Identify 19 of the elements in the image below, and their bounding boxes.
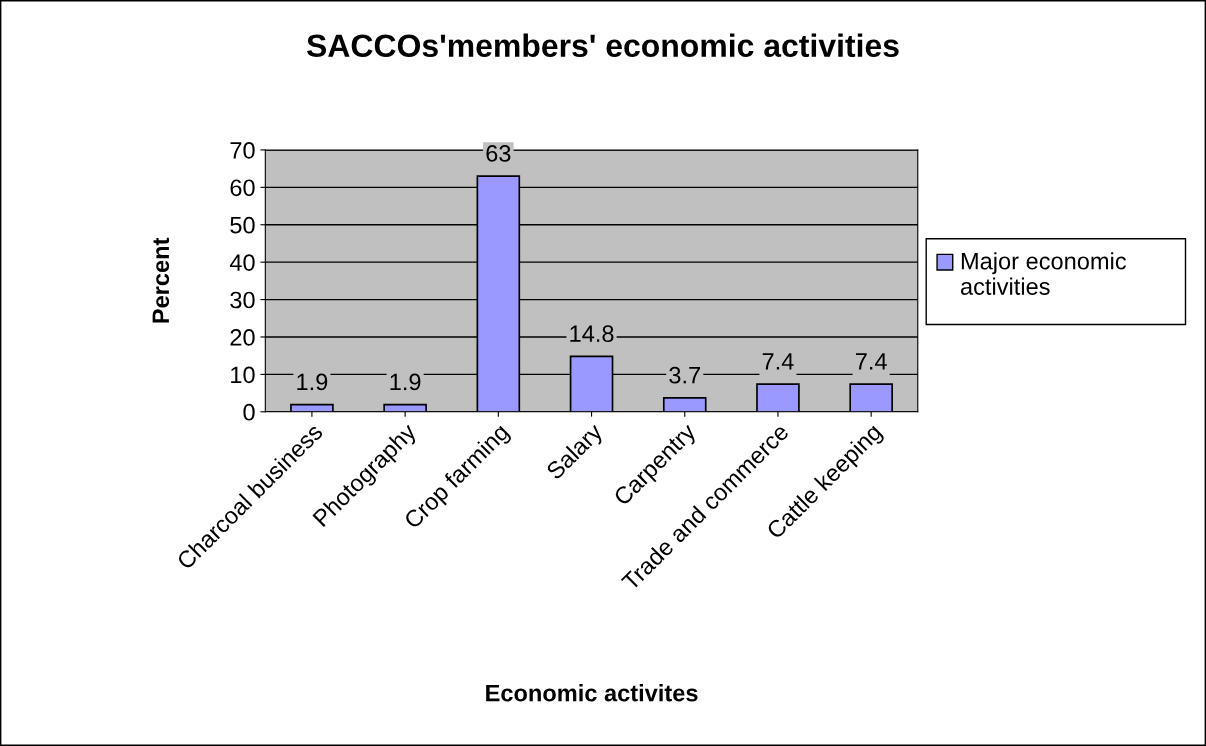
data-label: 14.8 [570,325,614,343]
data-label: 63 [486,145,511,162]
data-label: 1.9 [297,373,328,391]
x-axis-title: Economic activites [486,684,698,702]
y-tick-label: 70 [230,142,255,159]
legend-label: Major economic activities [960,252,1126,295]
y-tick-label: 60 [230,179,255,197]
y-tick-label: 30 [230,291,255,309]
y-tick-label: 0 [243,403,255,421]
chart-title: SACCOs'members' economic activities [306,33,899,58]
data-label: 3.7 [669,366,700,384]
data-label: 7.4 [762,353,794,370]
y-tick-label: 50 [230,216,255,234]
data-label: 1.9 [390,373,421,391]
y-tick-label: 20 [230,329,255,346]
y-tick-label: 10 [231,366,255,384]
y-axis-title: Percent [152,237,170,323]
y-tick-label: 40 [229,254,255,271]
data-label: 7.4 [855,353,887,370]
